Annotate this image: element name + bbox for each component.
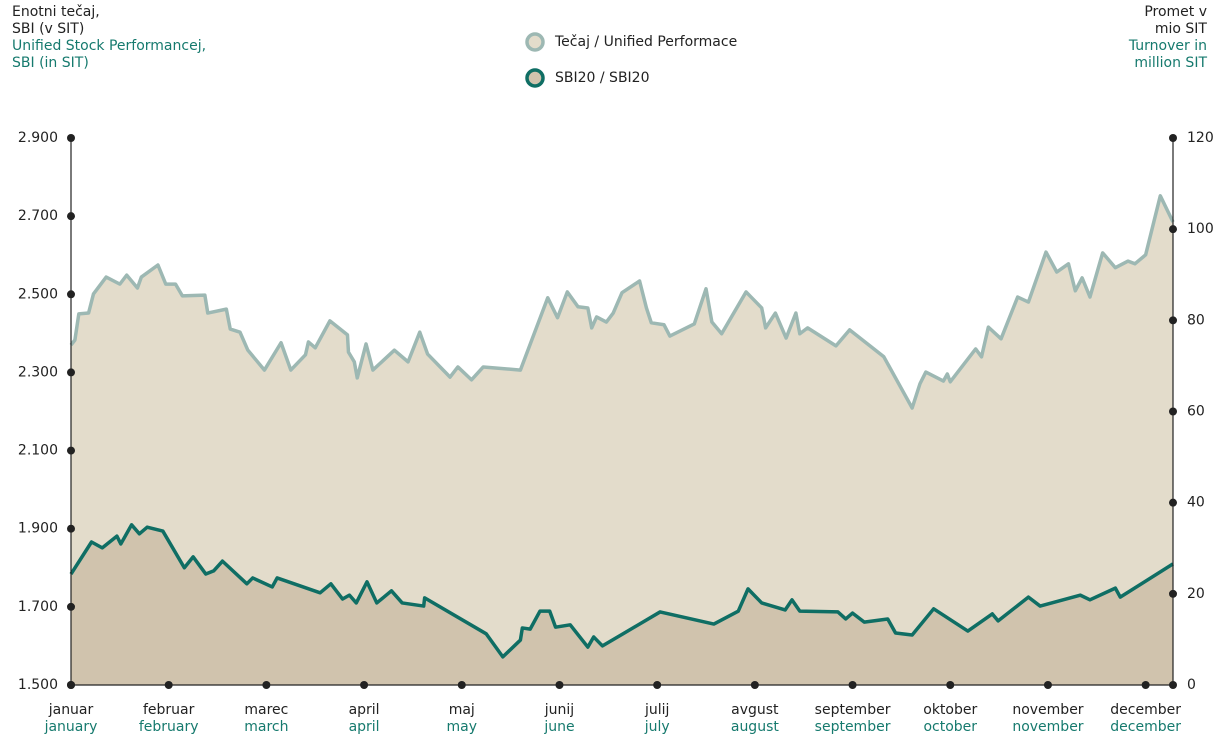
- x-tick-label: october: [923, 719, 977, 735]
- y2-tick-label: 100: [1187, 221, 1214, 237]
- y2-tick: [1169, 407, 1177, 416]
- y-tick-label: 1.500: [18, 677, 58, 693]
- x-tick: [848, 681, 857, 689]
- area: [71, 524, 1173, 685]
- legend-marker: [525, 68, 545, 88]
- y2-label: Turnover in: [1128, 38, 1207, 54]
- y2-tick-label: 60: [1187, 404, 1205, 420]
- y-tick: [67, 524, 75, 533]
- y-tick-label: 2.700: [18, 208, 58, 224]
- x-tick: [1141, 681, 1150, 689]
- y-tick-label: 2.100: [18, 443, 58, 459]
- x-tick-label: august: [731, 719, 780, 735]
- x-tick: [360, 681, 369, 689]
- x-tick-label: april: [349, 702, 380, 718]
- x-tick-label: november: [1012, 719, 1083, 735]
- legend-marker: [525, 32, 545, 52]
- x-tick-label: july: [644, 719, 670, 735]
- line: [69, 194, 1175, 410]
- legend-label: SBI20 / SBI20: [555, 70, 650, 86]
- x-tick-label: december: [1110, 719, 1181, 735]
- y-tick: [67, 212, 75, 221]
- x-tick-label: maj: [449, 702, 475, 718]
- y2-tick-label: 0: [1187, 677, 1196, 693]
- x-tick: [653, 681, 662, 689]
- y2-label: mio SIT: [1155, 21, 1208, 37]
- y2-tick: [1169, 498, 1177, 507]
- x-tick-label: marec: [244, 702, 288, 718]
- x-tick-label: januar: [48, 702, 94, 718]
- y-label: SBI (in SIT): [12, 55, 89, 71]
- y-label: Unified Stock Performancej,: [12, 38, 206, 54]
- x-tick: [555, 681, 564, 689]
- x-tick-label: oktober: [923, 702, 977, 718]
- legend-label: Tečaj / Unified Performace: [554, 34, 737, 50]
- y-tick-label: 2.300: [18, 364, 58, 380]
- area: [71, 195, 1173, 685]
- x-tick: [262, 681, 271, 689]
- x-tick-label: avgust: [731, 702, 779, 718]
- y-tick: [67, 446, 75, 455]
- x-tick-label: julij: [644, 702, 669, 718]
- x-tick-label: september: [815, 702, 891, 718]
- y2-tick-label: 80: [1187, 312, 1205, 328]
- y-tick: [67, 368, 75, 377]
- x-tick-label: may: [447, 719, 478, 735]
- x-tick-label: june: [543, 719, 574, 735]
- y2-tick: [1169, 681, 1177, 689]
- y2-label: million SIT: [1134, 55, 1207, 71]
- y-tick-label: 1.900: [18, 521, 58, 537]
- x-tick: [67, 681, 75, 689]
- y-label: SBI (v SIT): [12, 21, 84, 37]
- x-tick-label: march: [244, 719, 288, 735]
- y-tick-label: 2.900: [18, 130, 58, 146]
- y2-tick-label: 20: [1187, 586, 1205, 602]
- y-tick-label: 2.500: [18, 286, 58, 302]
- x-tick-label: november: [1012, 702, 1083, 718]
- y2-tick: [1169, 589, 1177, 598]
- x-tick: [750, 681, 759, 689]
- y2-tick: [1169, 316, 1177, 325]
- x-tick-label: september: [815, 719, 891, 735]
- x-tick: [946, 681, 955, 689]
- x-tick-label: february: [139, 719, 199, 735]
- y-tick-label: 1.700: [18, 599, 58, 615]
- x-tick-label: january: [44, 719, 98, 735]
- y2-tick-label: 120: [1187, 130, 1214, 146]
- y-tick: [67, 134, 75, 142]
- x-tick-label: december: [1110, 702, 1181, 718]
- x-tick-label: junij: [544, 702, 574, 718]
- x-tick: [164, 681, 173, 689]
- x-tick: [1043, 681, 1052, 689]
- y-tick: [67, 602, 75, 611]
- x-tick-label: april: [349, 719, 380, 735]
- y2-label: Promet v: [1144, 4, 1207, 20]
- x-tick: [457, 681, 466, 689]
- y2-tick-label: 40: [1187, 495, 1205, 511]
- y-tick: [67, 290, 75, 299]
- line: [69, 523, 1174, 659]
- y-label: Enotni tečaj,: [12, 4, 100, 20]
- x-tick-label: februar: [143, 702, 195, 718]
- y2-tick: [1169, 225, 1177, 234]
- y2-tick: [1169, 134, 1177, 142]
